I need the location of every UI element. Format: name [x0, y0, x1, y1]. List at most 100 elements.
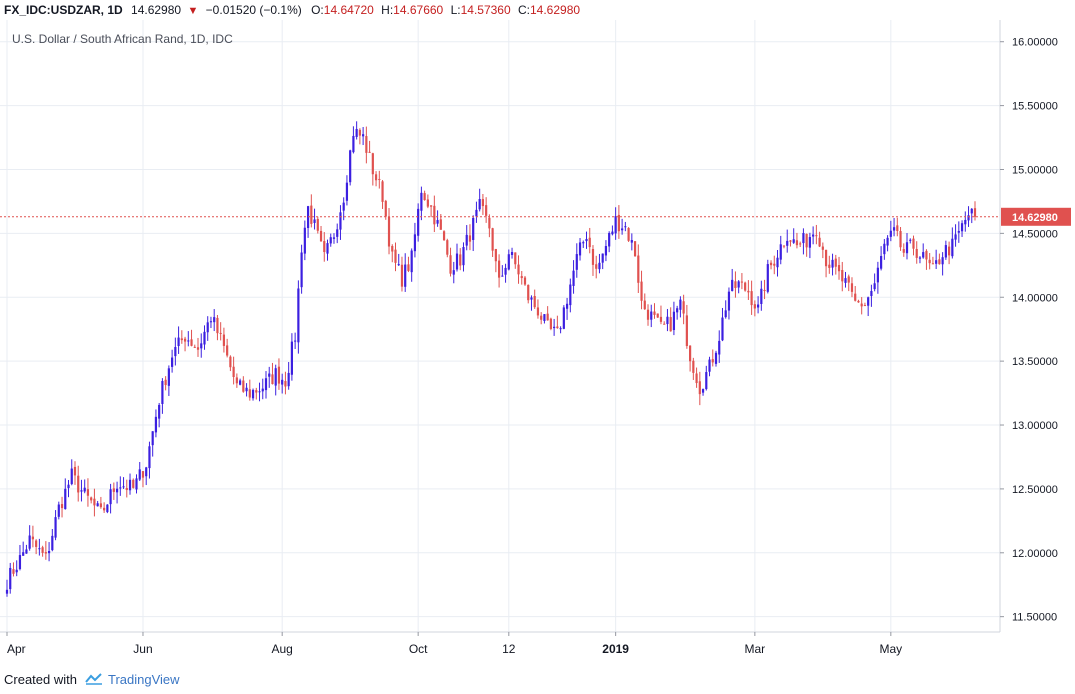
candle [970, 208, 973, 224]
x-tick-label: 2019 [602, 642, 629, 656]
y-tick-label: 14.00000 [1012, 292, 1058, 304]
candle-body [251, 389, 255, 399]
tradingview-link[interactable]: TradingView [108, 672, 180, 687]
candle [316, 216, 319, 234]
candle-body [786, 240, 789, 246]
candle [174, 337, 177, 366]
symbol-name[interactable]: FX_IDC:USDZAR, 1D [4, 3, 123, 17]
candle [245, 383, 248, 397]
candle-body [264, 378, 268, 391]
candle-body [433, 205, 436, 225]
candle [80, 479, 83, 502]
candle-body [196, 347, 200, 350]
candle [442, 230, 446, 241]
candle [426, 194, 429, 209]
candle-body [850, 283, 854, 292]
candle-body [158, 404, 161, 419]
candle-body [815, 235, 818, 237]
candle [313, 208, 316, 230]
candle-body [378, 178, 381, 180]
candle [870, 284, 873, 307]
candle [420, 186, 423, 221]
candle [714, 350, 718, 367]
candle-body [9, 567, 12, 590]
x-tick-label: Apr [7, 642, 26, 656]
down-arrow-icon: ▼ [187, 5, 199, 17]
candle [776, 249, 779, 277]
candle-body [255, 390, 258, 393]
candle-body [174, 347, 177, 357]
candle [47, 542, 51, 562]
candle [274, 364, 277, 396]
candlestick-chart[interactable]: 14.62980 11.50000 12.00000 12.50000 13.0000… [0, 20, 1075, 660]
candle-body [326, 243, 329, 254]
candle-body [316, 218, 319, 231]
candle [824, 249, 828, 278]
candle-body [352, 135, 355, 153]
candle [300, 244, 303, 294]
candle-body [867, 297, 870, 306]
candle [242, 376, 245, 393]
candle-body [766, 264, 769, 292]
candle-body [349, 150, 352, 183]
candle [407, 256, 410, 273]
candle-body [394, 249, 397, 263]
candle [271, 362, 274, 385]
candle-body [860, 303, 863, 307]
candle-body [410, 250, 413, 273]
candle-body [828, 264, 831, 268]
candle-body [226, 345, 229, 356]
candle [536, 299, 540, 319]
candle-body [714, 352, 718, 364]
candle-body [323, 241, 326, 253]
y-tick-label: 13.50000 [1012, 356, 1058, 368]
candle [582, 240, 585, 248]
candle-body [384, 200, 387, 217]
candle-body [281, 379, 284, 385]
candle-body [41, 547, 44, 553]
candle [410, 248, 413, 282]
candle-body [44, 552, 47, 554]
candle [802, 228, 805, 255]
candle-body [300, 252, 303, 288]
candle [627, 227, 630, 242]
candle-body [731, 279, 734, 292]
candle [520, 270, 523, 285]
candle [523, 275, 527, 286]
candle [672, 301, 676, 336]
candle-body [546, 313, 549, 321]
candle-body [621, 228, 624, 231]
candle-body [692, 360, 695, 373]
candle-body [342, 202, 345, 211]
candle [277, 358, 281, 390]
candle-body [948, 246, 951, 256]
candle [938, 253, 941, 265]
candle [501, 265, 504, 277]
candle-body [426, 199, 429, 207]
candle [779, 235, 782, 265]
candle-body [763, 290, 766, 292]
candle-body [339, 212, 342, 230]
candle [818, 231, 821, 248]
candle [154, 409, 158, 438]
candle-body [708, 359, 711, 372]
candle [659, 305, 663, 325]
candle-body [841, 270, 844, 282]
candle [404, 253, 407, 292]
candle-body [569, 284, 572, 306]
candle-body [831, 259, 834, 268]
candle-body [646, 309, 650, 320]
candle [374, 171, 378, 187]
candle-body [430, 205, 433, 207]
tradingview-logo-icon[interactable] [84, 671, 103, 691]
candle-body [575, 254, 578, 270]
candle [326, 239, 329, 261]
candle-body [844, 278, 847, 283]
candle [695, 367, 698, 388]
candle-body [167, 368, 170, 386]
chart-area[interactable]: 14.62980 11.50000 12.00000 12.50000 13.0000… [0, 20, 1075, 660]
candle-body [148, 446, 151, 469]
candle [371, 152, 374, 186]
candle [135, 474, 138, 494]
candle-body [721, 317, 724, 341]
